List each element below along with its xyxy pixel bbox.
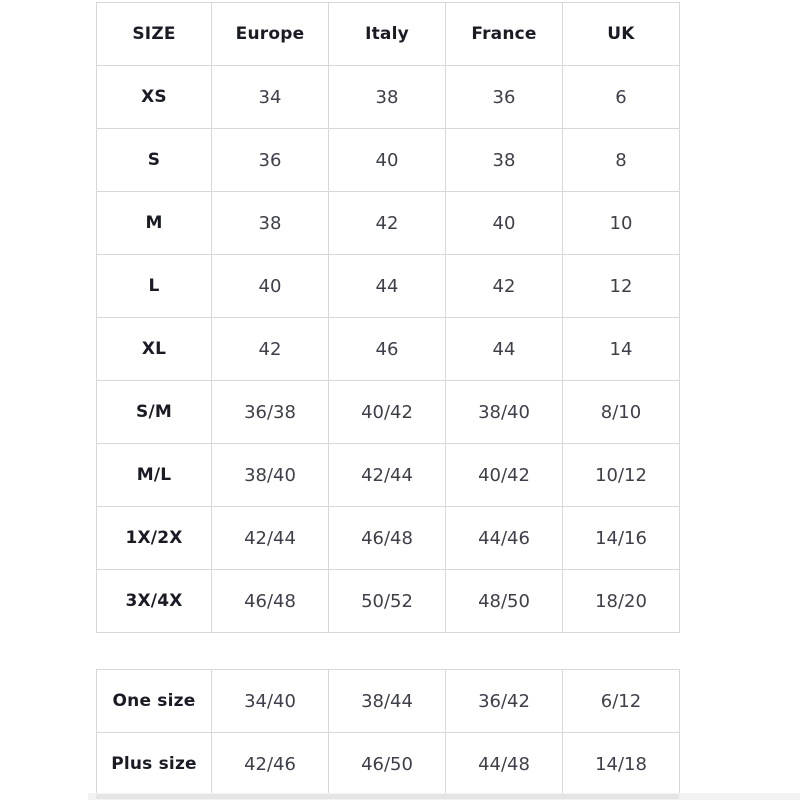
size-value-cell: 42/44 (211, 506, 329, 570)
size-value-cell: 18/20 (562, 569, 680, 633)
header-cell-italy: Italy (328, 2, 446, 66)
size-chart-area: SIZE Europe Italy France UK XS 34 38 36 6 S 36… (96, 2, 680, 796)
table-row: Plus size 42/46 46/50 44/48 14/18 (96, 732, 680, 796)
size-value-cell: 46/48 (328, 506, 446, 570)
size-value-cell: 48/50 (445, 569, 563, 633)
size-value-cell: 10 (562, 191, 680, 255)
table-row: M/L 38/40 42/44 40/42 10/12 (96, 443, 680, 507)
size-value-cell: 14/18 (562, 732, 680, 796)
size-label-cell: One size (96, 669, 212, 733)
table-row: One size 34/40 38/44 36/42 6/12 (96, 669, 680, 733)
size-label-cell: XS (96, 65, 212, 129)
table-row: XS 34 38 36 6 (96, 65, 680, 129)
size-value-cell: 44/46 (445, 506, 563, 570)
size-label-cell: M/L (96, 443, 212, 507)
table-row: S 36 40 38 8 (96, 128, 680, 192)
size-label-cell: S/M (96, 380, 212, 444)
horizontal-scrollbar-thumb[interactable] (96, 794, 679, 799)
size-label-cell: M (96, 191, 212, 255)
table-row: L 40 44 42 12 (96, 254, 680, 318)
size-value-cell: 46/48 (211, 569, 329, 633)
table-row: S/M 36/38 40/42 38/40 8/10 (96, 380, 680, 444)
size-value-cell: 8/10 (562, 380, 680, 444)
size-label-cell: 1X/2X (96, 506, 212, 570)
size-value-cell: 6/12 (562, 669, 680, 733)
size-value-cell: 36/42 (445, 669, 563, 733)
size-label-cell: L (96, 254, 212, 318)
size-value-cell: 42/46 (211, 732, 329, 796)
size-value-cell: 40 (211, 254, 329, 318)
size-value-cell: 40 (445, 191, 563, 255)
header-cell-uk: UK (562, 2, 680, 66)
size-value-cell: 38 (211, 191, 329, 255)
size-label-cell: Plus size (96, 732, 212, 796)
header-cell-europe: Europe (211, 2, 329, 66)
table-row: 1X/2X 42/44 46/48 44/46 14/16 (96, 506, 680, 570)
size-label-cell: 3X/4X (96, 569, 212, 633)
size-value-cell: 40 (328, 128, 446, 192)
size-value-cell: 34/40 (211, 669, 329, 733)
size-value-cell: 42 (328, 191, 446, 255)
horizontal-scrollbar-track[interactable] (88, 793, 800, 800)
header-row: SIZE Europe Italy France UK (96, 2, 680, 66)
size-value-cell: 44 (445, 317, 563, 381)
size-value-cell: 6 (562, 65, 680, 129)
size-label-cell: XL (96, 317, 212, 381)
size-value-cell: 44 (328, 254, 446, 318)
size-value-cell: 38 (328, 65, 446, 129)
special-size-table: One size 34/40 38/44 36/42 6/12 Plus size 42/4… (96, 669, 680, 796)
size-value-cell: 34 (211, 65, 329, 129)
size-value-cell: 42 (445, 254, 563, 318)
size-value-cell: 14/16 (562, 506, 680, 570)
size-value-cell: 38/40 (445, 380, 563, 444)
size-label-cell: S (96, 128, 212, 192)
size-value-cell: 38 (445, 128, 563, 192)
size-value-cell: 14 (562, 317, 680, 381)
size-value-cell: 36/38 (211, 380, 329, 444)
size-value-cell: 46/50 (328, 732, 446, 796)
size-value-cell: 38/44 (328, 669, 446, 733)
size-value-cell: 40/42 (445, 443, 563, 507)
header-cell-france: France (445, 2, 563, 66)
size-value-cell: 36 (211, 128, 329, 192)
header-cell-size: SIZE (96, 2, 212, 66)
size-value-cell: 8 (562, 128, 680, 192)
table-row: 3X/4X 46/48 50/52 48/50 18/20 (96, 569, 680, 633)
size-value-cell: 42/44 (328, 443, 446, 507)
table-row: M 38 42 40 10 (96, 191, 680, 255)
size-value-cell: 36 (445, 65, 563, 129)
size-value-cell: 10/12 (562, 443, 680, 507)
size-value-cell: 46 (328, 317, 446, 381)
size-value-cell: 42 (211, 317, 329, 381)
size-value-cell: 44/48 (445, 732, 563, 796)
table-row: XL 42 46 44 14 (96, 317, 680, 381)
size-value-cell: 40/42 (328, 380, 446, 444)
size-conversion-table: SIZE Europe Italy France UK XS 34 38 36 6 S 36… (96, 2, 680, 633)
size-value-cell: 38/40 (211, 443, 329, 507)
size-value-cell: 50/52 (328, 569, 446, 633)
size-value-cell: 12 (562, 254, 680, 318)
